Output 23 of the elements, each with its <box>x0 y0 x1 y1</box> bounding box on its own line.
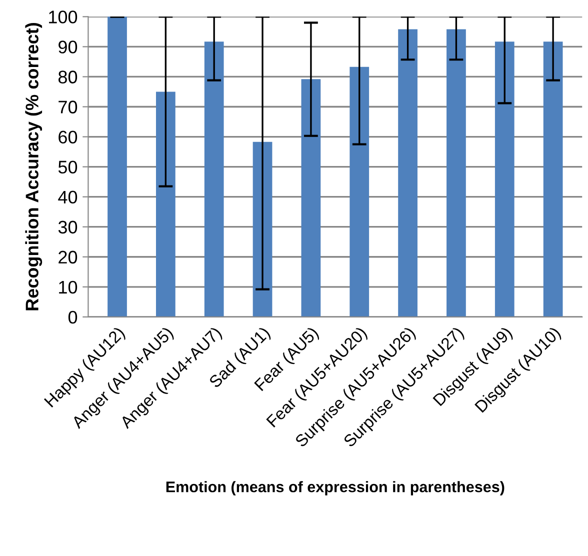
y-tick-label: 20 <box>58 250 78 264</box>
y-tick-label: 100 <box>49 10 78 24</box>
bar <box>446 29 466 317</box>
y-axis-title: Recognition Accuracy (% correct) <box>25 23 42 310</box>
y-tick-label: 0 <box>68 310 78 324</box>
y-tick-label: 60 <box>58 130 78 144</box>
x-axis-title: Emotion (means of expression in parentheses) <box>166 481 504 496</box>
y-tick-label: 40 <box>58 190 78 204</box>
y-tick-label: 30 <box>58 220 78 234</box>
bar <box>398 29 418 317</box>
y-tick-label: 90 <box>58 40 78 54</box>
bar <box>252 142 272 317</box>
bar <box>350 66 370 317</box>
y-tick-label: 70 <box>58 100 78 114</box>
bar <box>204 42 224 317</box>
y-tick-label: 80 <box>58 70 78 84</box>
y-tick-label: 10 <box>59 280 78 294</box>
bar <box>301 79 321 317</box>
bar <box>494 42 514 317</box>
y-tick-label: 50 <box>58 160 78 174</box>
bar <box>156 92 176 317</box>
bar <box>543 42 563 317</box>
bar <box>108 16 127 317</box>
